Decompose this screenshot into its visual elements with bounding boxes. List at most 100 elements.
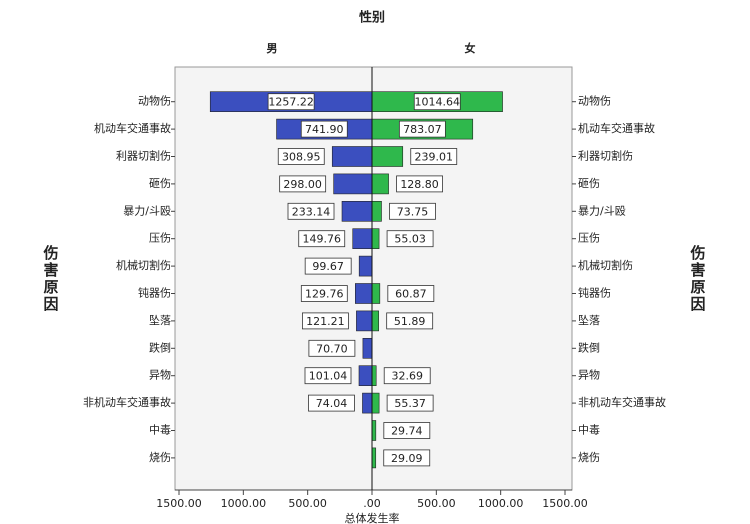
value-label-box <box>308 394 355 412</box>
value-label-box <box>410 148 458 165</box>
category-label-right: 机械切割伤 <box>578 258 633 272</box>
value-label-box <box>277 148 325 165</box>
value-label-box <box>383 449 431 467</box>
bar <box>371 420 377 441</box>
category-label: 中毒 <box>149 424 171 437</box>
value-label: 51.89 <box>394 315 426 328</box>
category-label: 压伤 <box>149 232 171 245</box>
value-label-box <box>383 422 431 439</box>
x-tick-label: 1500.00 <box>156 497 202 510</box>
x-tick-label: 1000.00 <box>478 497 524 510</box>
value-label-box <box>396 175 443 193</box>
bar <box>371 201 382 222</box>
x-tick-label: 500.00 <box>288 497 327 510</box>
value-label-box <box>300 120 348 138</box>
value-label: 1014.64 <box>415 96 461 109</box>
category-label-right: 中毒 <box>578 424 600 437</box>
category-label: 异物 <box>149 368 171 382</box>
value-label-box <box>383 367 431 385</box>
category-label: 烧伤 <box>149 451 171 464</box>
bar <box>356 310 373 332</box>
category-label-right: 动物伤 <box>578 94 611 108</box>
category-label-right: 跌倒 <box>578 340 600 354</box>
x-tick-label: 1500.00 <box>542 497 588 510</box>
value-label-box <box>287 202 335 220</box>
legend-entry: 女 <box>465 41 476 55</box>
value-label-box <box>304 367 352 385</box>
value-label: 233.14 <box>292 205 331 218</box>
value-label-box <box>398 120 446 138</box>
value-label: 121.21 <box>306 315 345 328</box>
category-label: 机械切割伤 <box>116 258 171 272</box>
value-label: 1257.22 <box>268 96 314 109</box>
bar <box>371 310 379 332</box>
bar <box>362 392 373 414</box>
bar <box>352 228 373 249</box>
value-label: 239.01 <box>415 151 454 164</box>
value-label-box <box>267 93 315 111</box>
y-axis-label: 伤害原因 <box>42 244 60 313</box>
category-label-right: 钝器伤 <box>578 286 611 300</box>
bar <box>358 365 373 387</box>
category-label: 坠落 <box>149 314 171 327</box>
value-label: 60.87 <box>395 288 427 301</box>
category-label: 砸伤 <box>149 177 171 190</box>
category-label-right: 暴力/斗殴 <box>578 204 626 217</box>
value-label-box <box>304 257 352 275</box>
value-label-box <box>308 339 356 357</box>
category-label-right: 机动车交通事故 <box>578 121 655 135</box>
value-label-box <box>302 312 349 330</box>
value-label: 29.09 <box>391 452 423 465</box>
category-label: 跌倒 <box>149 340 171 354</box>
value-label: 99.67 <box>312 260 344 273</box>
category-label-right: 利器切割伤 <box>578 149 633 163</box>
value-label-box <box>386 230 434 248</box>
bar <box>341 201 373 222</box>
value-label: 55.03 <box>394 233 426 246</box>
value-label-box <box>413 93 461 111</box>
x-axis-label: 总体发生率 <box>345 511 400 524</box>
bar <box>371 173 389 195</box>
bar <box>371 392 380 414</box>
category-label-right: 砸伤 <box>578 177 600 190</box>
category-label: 利器切割伤 <box>116 149 171 163</box>
bar <box>355 283 373 304</box>
category-label: 动物伤 <box>138 94 171 108</box>
value-label: 32.69 <box>391 370 423 383</box>
value-label: 74.04 <box>316 397 348 410</box>
bar <box>371 228 380 249</box>
value-label: 783.07 <box>403 123 442 136</box>
value-label: 128.80 <box>400 178 439 191</box>
value-label-box <box>300 285 348 302</box>
category-label-right: 坠落 <box>578 314 600 327</box>
value-label: 308.95 <box>282 151 321 164</box>
x-tick-label: 500.00 <box>417 497 456 510</box>
value-label: 741.90 <box>305 123 344 136</box>
value-label: 129.76 <box>305 288 344 301</box>
bar <box>333 173 373 195</box>
bar <box>371 447 377 469</box>
legend-entry: 男 <box>267 42 278 55</box>
bar <box>358 255 373 277</box>
bar <box>331 146 373 167</box>
category-label-right: 非机动车交通事故 <box>578 395 666 409</box>
category-label-right: 异物 <box>578 368 600 382</box>
value-label-box <box>387 285 435 302</box>
category-label-right: 烧伤 <box>578 451 600 464</box>
value-label: 149.76 <box>302 233 341 246</box>
value-label-box <box>386 394 434 412</box>
category-label: 机动车交通事故 <box>94 121 171 135</box>
chart-title: 性别 <box>359 10 385 26</box>
value-label: 101.04 <box>309 370 348 383</box>
bar <box>371 146 404 167</box>
y-axis-label-right: 伤害原因 <box>689 244 707 313</box>
value-label: 73.75 <box>397 205 429 218</box>
bar <box>362 337 373 359</box>
value-label: 29.74 <box>391 425 423 438</box>
value-label: 55.37 <box>394 397 426 410</box>
value-label-box <box>279 175 327 193</box>
x-tick-label: .00 <box>363 497 381 510</box>
value-label-box <box>386 312 434 330</box>
x-tick-label: 1000.00 <box>221 497 267 510</box>
